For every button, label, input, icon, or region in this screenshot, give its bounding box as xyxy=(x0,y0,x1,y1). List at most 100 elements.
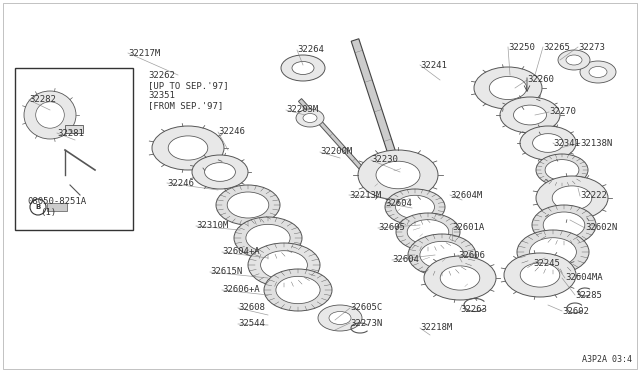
Text: 32273: 32273 xyxy=(578,42,605,51)
Text: 32605: 32605 xyxy=(378,224,405,232)
Text: 32544: 32544 xyxy=(238,320,265,328)
Ellipse shape xyxy=(420,241,464,269)
Text: 32246: 32246 xyxy=(167,179,194,187)
Text: 32260: 32260 xyxy=(527,76,554,84)
Ellipse shape xyxy=(264,269,332,311)
Ellipse shape xyxy=(558,50,590,70)
Ellipse shape xyxy=(532,205,596,245)
Text: 32605C: 32605C xyxy=(350,304,382,312)
Ellipse shape xyxy=(281,55,325,81)
Bar xyxy=(47,203,67,211)
Text: 32217M: 32217M xyxy=(128,48,160,58)
Text: 32138N: 32138N xyxy=(580,138,612,148)
Text: 32265: 32265 xyxy=(543,42,570,51)
Ellipse shape xyxy=(318,305,362,331)
Text: 32601A: 32601A xyxy=(452,224,484,232)
Ellipse shape xyxy=(440,266,480,290)
Text: 32341: 32341 xyxy=(553,138,580,148)
Ellipse shape xyxy=(552,186,592,210)
Ellipse shape xyxy=(513,105,547,125)
Text: 32285: 32285 xyxy=(575,291,602,299)
Text: 32273N: 32273N xyxy=(350,318,382,327)
Ellipse shape xyxy=(545,160,579,180)
Text: 32281: 32281 xyxy=(57,128,84,138)
Ellipse shape xyxy=(589,67,607,77)
Ellipse shape xyxy=(474,67,542,109)
Ellipse shape xyxy=(358,150,438,200)
Ellipse shape xyxy=(329,311,351,324)
Text: A3P2A 03:4: A3P2A 03:4 xyxy=(582,355,632,364)
Text: 32200M: 32200M xyxy=(320,148,352,157)
Text: 32213M: 32213M xyxy=(349,190,381,199)
Ellipse shape xyxy=(36,102,64,128)
Ellipse shape xyxy=(520,263,560,287)
Text: 32604M: 32604M xyxy=(450,190,483,199)
Ellipse shape xyxy=(407,219,449,244)
Text: 32310M: 32310M xyxy=(196,221,228,231)
Bar xyxy=(65,125,83,133)
Ellipse shape xyxy=(216,185,280,225)
Ellipse shape xyxy=(24,91,76,139)
Text: 32250: 32250 xyxy=(508,42,535,51)
Ellipse shape xyxy=(408,234,476,276)
Ellipse shape xyxy=(192,155,248,189)
Ellipse shape xyxy=(543,212,585,238)
Ellipse shape xyxy=(536,176,608,220)
Text: [FROM SEP.'97]: [FROM SEP.'97] xyxy=(148,102,223,110)
Ellipse shape xyxy=(205,163,236,181)
Ellipse shape xyxy=(246,224,290,251)
Ellipse shape xyxy=(500,97,560,133)
Text: (1): (1) xyxy=(40,208,56,218)
Ellipse shape xyxy=(248,243,320,287)
Ellipse shape xyxy=(152,126,224,170)
Text: 32263: 32263 xyxy=(460,305,487,314)
Ellipse shape xyxy=(517,230,589,274)
Text: 32264: 32264 xyxy=(297,45,324,55)
Text: B: B xyxy=(35,204,40,210)
Ellipse shape xyxy=(424,256,496,300)
Text: 32241: 32241 xyxy=(420,61,447,70)
Text: 32222: 32222 xyxy=(580,192,607,201)
Ellipse shape xyxy=(566,55,582,65)
Ellipse shape xyxy=(530,238,577,266)
Ellipse shape xyxy=(276,276,320,304)
Text: 08050-8251A: 08050-8251A xyxy=(27,198,86,206)
Text: 32230: 32230 xyxy=(371,155,398,164)
Ellipse shape xyxy=(292,61,314,74)
Ellipse shape xyxy=(532,134,563,153)
Text: 32602N: 32602N xyxy=(585,224,617,232)
Ellipse shape xyxy=(227,192,269,218)
Ellipse shape xyxy=(168,136,208,160)
Ellipse shape xyxy=(396,195,435,219)
Ellipse shape xyxy=(296,109,324,127)
Ellipse shape xyxy=(385,189,445,225)
Ellipse shape xyxy=(396,213,460,251)
Ellipse shape xyxy=(504,253,576,297)
Ellipse shape xyxy=(234,217,302,259)
Ellipse shape xyxy=(580,61,616,83)
Text: 32262: 32262 xyxy=(148,71,175,80)
Text: 32218M: 32218M xyxy=(420,324,452,333)
Text: 32604+A: 32604+A xyxy=(222,247,260,257)
Text: 32245: 32245 xyxy=(533,259,560,267)
Text: 32604: 32604 xyxy=(385,199,412,208)
Ellipse shape xyxy=(376,161,420,189)
Ellipse shape xyxy=(490,77,527,100)
Text: 32608: 32608 xyxy=(238,304,265,312)
Text: 32615N: 32615N xyxy=(210,267,243,276)
Text: 32282: 32282 xyxy=(29,96,56,105)
Ellipse shape xyxy=(303,113,317,122)
Ellipse shape xyxy=(520,126,576,160)
Text: 32246: 32246 xyxy=(218,128,245,137)
Polygon shape xyxy=(298,99,477,296)
Text: 32606+A: 32606+A xyxy=(222,285,260,295)
Text: 32602: 32602 xyxy=(562,307,589,315)
Text: 32604: 32604 xyxy=(392,256,419,264)
Ellipse shape xyxy=(536,154,588,186)
Text: 32606: 32606 xyxy=(458,250,485,260)
Polygon shape xyxy=(351,39,434,271)
Text: 32270: 32270 xyxy=(549,108,576,116)
Text: [UP TO SEP.'97]: [UP TO SEP.'97] xyxy=(148,81,228,90)
Text: 32604MA: 32604MA xyxy=(565,273,603,282)
Bar xyxy=(15,68,133,230)
